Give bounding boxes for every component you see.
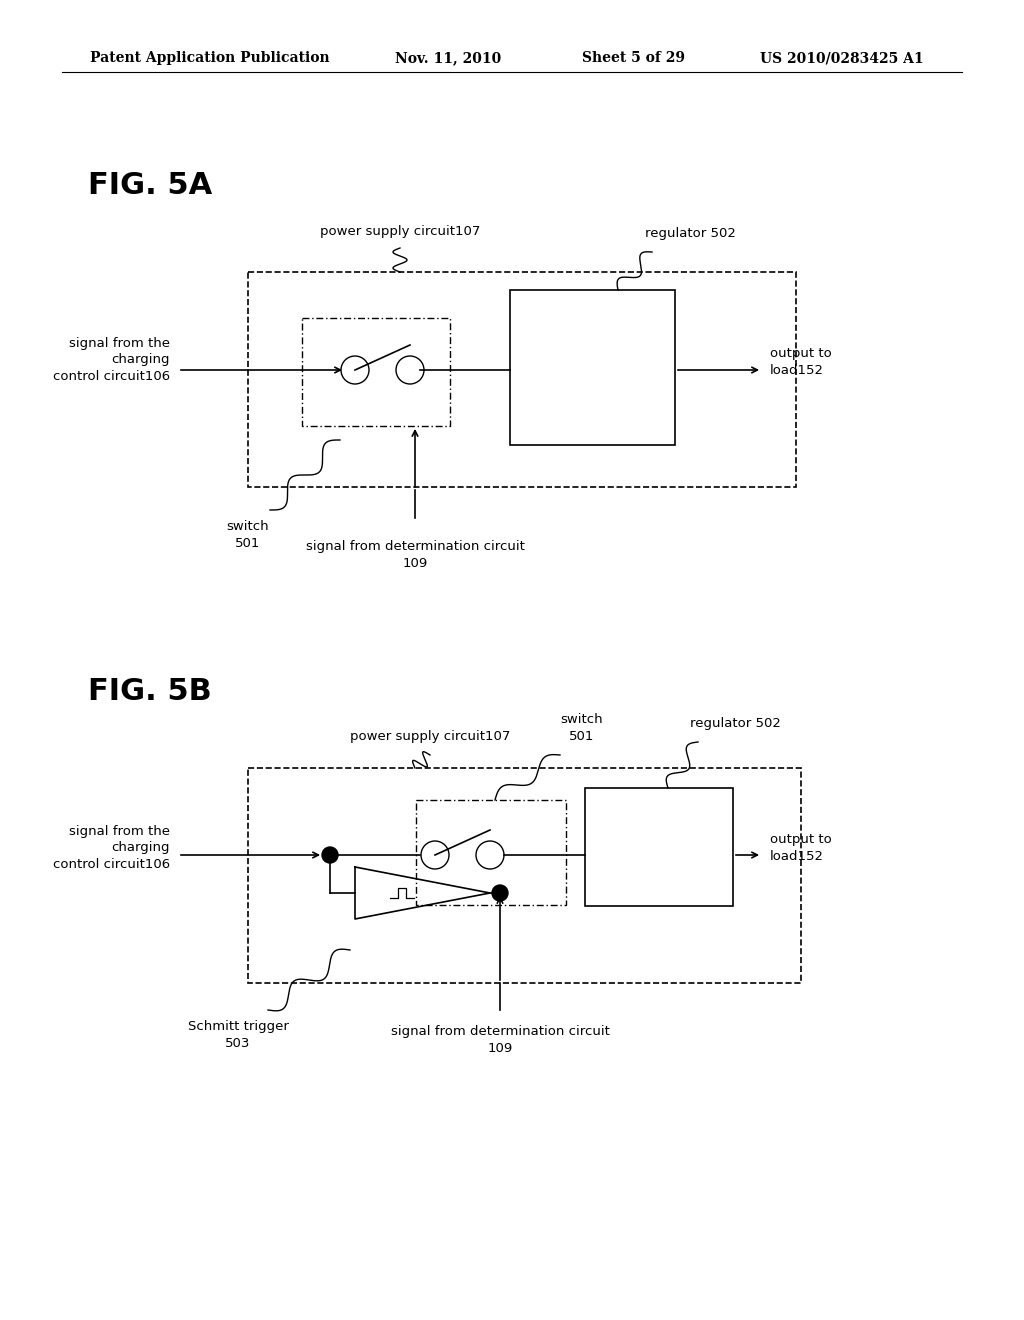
Bar <box>510 290 675 445</box>
Text: switch
501: switch 501 <box>561 713 603 743</box>
Bar <box>248 272 796 487</box>
Text: signal from the
charging
control circuit106: signal from the charging control circuit… <box>53 337 170 384</box>
Text: regulator 502: regulator 502 <box>690 717 781 730</box>
Text: power supply circuit107: power supply circuit107 <box>319 224 480 238</box>
Text: FIG. 5B: FIG. 5B <box>88 677 212 706</box>
Text: Schmitt trigger
503: Schmitt trigger 503 <box>187 1020 289 1049</box>
Text: signal from the
charging
control circuit106: signal from the charging control circuit… <box>53 825 170 871</box>
Text: signal from determination circuit
109: signal from determination circuit 109 <box>390 1026 609 1055</box>
Text: signal from determination circuit
109: signal from determination circuit 109 <box>305 540 524 570</box>
Text: Sheet 5 of 29: Sheet 5 of 29 <box>582 51 685 65</box>
Text: US 2010/0283425 A1: US 2010/0283425 A1 <box>760 51 924 65</box>
Text: power supply circuit107: power supply circuit107 <box>350 730 510 743</box>
Bar <box>585 788 733 906</box>
Bar <box>416 800 566 906</box>
Text: output to
load152: output to load152 <box>770 347 831 378</box>
Text: Patent Application Publication: Patent Application Publication <box>90 51 330 65</box>
Bar <box>248 768 801 983</box>
Circle shape <box>492 884 508 902</box>
Text: output to
load152: output to load152 <box>770 833 831 863</box>
Bar <box>302 318 450 426</box>
Circle shape <box>322 847 338 863</box>
Text: Nov. 11, 2010: Nov. 11, 2010 <box>395 51 502 65</box>
Text: switch
501: switch 501 <box>226 520 269 550</box>
Text: regulator 502: regulator 502 <box>645 227 736 240</box>
Text: FIG. 5A: FIG. 5A <box>88 170 212 199</box>
